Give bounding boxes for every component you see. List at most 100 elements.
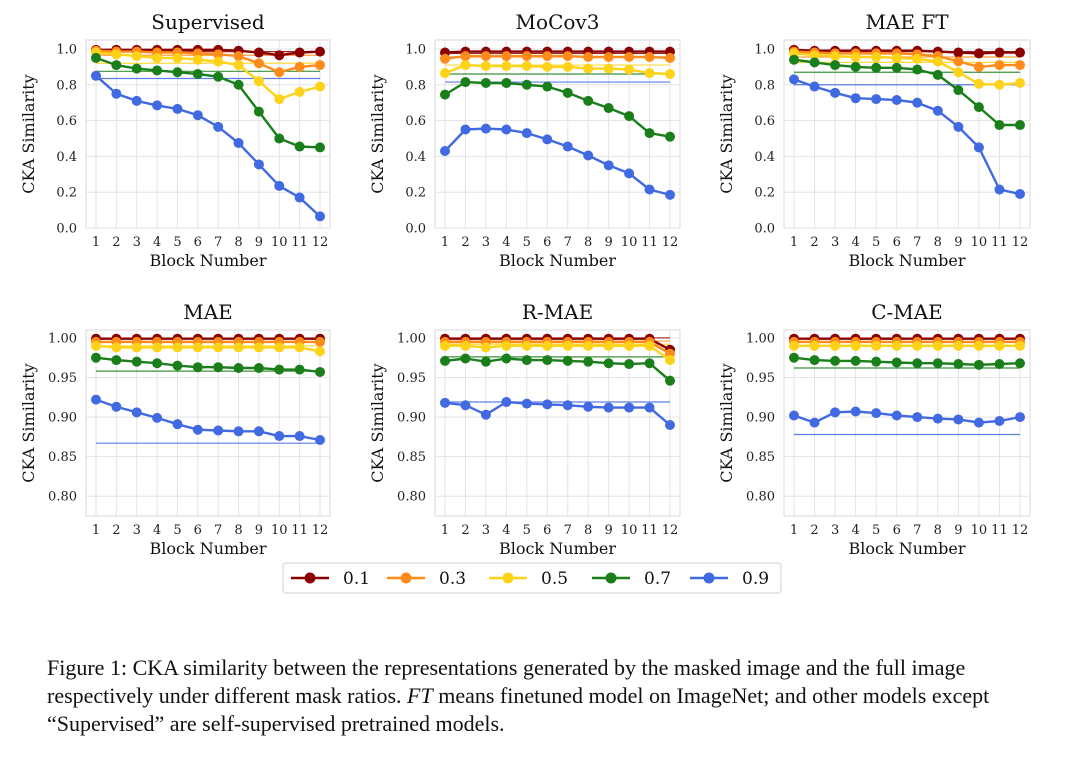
x-tick-label: 6 [893,523,901,538]
data-point-0-9 [213,425,224,436]
data-point-0-5 [850,52,861,63]
x-tick-label: 1 [441,523,449,538]
x-tick-label: 7 [913,235,921,250]
data-point-0-7 [871,62,882,73]
data-point-0-1 [315,46,325,57]
data-point-0-7 [111,60,122,71]
data-point-0-5 [192,54,203,65]
data-point-0-3 [521,51,532,62]
y-tick-label: 0.6 [754,114,775,129]
data-point-0-7 [131,63,142,74]
data-point-0-5 [253,342,264,353]
x-tick-label: 11 [991,235,1008,250]
data-point-0-7 [932,69,943,80]
data-point-0-9 [460,124,471,135]
data-point-0-5 [315,346,325,357]
data-point-0-3 [315,336,325,347]
data-point-0-9 [644,402,655,413]
data-point-0-9 [789,410,799,421]
x-tick-label: 9 [255,523,263,538]
data-point-0-9 [192,110,203,121]
y-tick-label: 0.95 [48,371,77,386]
x-tick-label: 2 [461,523,469,538]
data-point-0-9 [1015,188,1025,199]
x-axis-label: Block Number [848,251,965,270]
caption-text-2: means finetuned model on ImageNet; and o… [47,683,990,736]
data-point-0-9 [440,397,450,408]
data-point-0-9 [315,211,325,222]
chart-title: C-MAE [871,300,943,324]
x-tick-label: 11 [641,523,658,538]
data-point-0-7 [542,81,553,92]
x-tick-label: 4 [153,235,161,250]
data-point-0-5 [932,340,943,351]
data-point-0-5 [315,81,325,92]
chart-2: 1 2 3 4 5 6 7 8 9 10 11 120.00.20.40.60.81.0MoCov3B… [368,10,681,270]
data-point-0-5 [665,355,675,366]
data-point-0-7 [603,358,614,369]
data-point-0-9 [912,97,923,108]
y-tick-label: 0.90 [48,411,77,426]
y-tick-label: 0.8 [56,78,77,93]
data-point-0-7 [953,359,964,370]
data-point-0-9 [542,399,553,410]
x-tick-label: 8 [234,235,242,250]
data-point-0-7 [809,355,820,366]
data-point-0-9 [603,402,614,413]
x-tick-label: 11 [291,235,308,250]
data-point-0-9 [665,189,675,200]
x-tick-label: 7 [564,235,572,250]
data-point-0-9 [152,100,163,111]
data-point-0-5 [294,342,305,353]
data-point-0-3 [973,61,984,72]
x-tick-label: 9 [604,235,612,250]
y-tick-label: 0.0 [754,222,775,237]
data-point-0-7 [871,356,882,367]
data-point-0-5 [294,86,305,97]
data-point-0-7 [850,61,861,72]
data-point-0-5 [830,340,841,351]
x-tick-label: 12 [1012,523,1029,538]
data-point-0-9 [665,419,675,430]
data-point-0-5 [953,67,964,78]
data-point-0-7 [213,71,224,82]
data-point-0-5 [460,340,471,351]
y-tick-label: 0.2 [754,186,775,201]
data-point-0-7 [624,111,635,122]
data-point-0-7 [1015,120,1025,131]
data-point-0-3 [480,51,491,62]
y-tick-label: 0.95 [397,371,426,386]
data-point-0-5 [871,52,882,63]
data-point-0-5 [521,340,532,351]
data-point-0-5 [213,342,224,353]
data-point-0-1 [274,50,285,61]
data-point-0-7 [521,79,532,90]
legend-marker-0-1 [304,572,316,584]
data-point-0-9 [192,424,203,435]
data-point-0-7 [213,362,224,373]
data-point-0-7 [562,87,573,98]
data-point-0-9 [111,88,122,99]
data-point-0-5 [521,60,532,71]
data-point-0-5 [603,63,614,74]
y-axis-label: CKA Similarity [368,74,387,193]
data-point-0-5 [562,61,573,72]
y-tick-label: 0.2 [405,186,426,201]
data-point-0-9 [131,407,142,418]
x-tick-label: 3 [133,523,141,538]
data-point-0-3 [542,51,553,62]
x-tick-label: 5 [523,523,531,538]
data-point-0-7 [912,358,923,369]
data-point-0-9 [994,416,1005,427]
x-tick-label: 7 [214,523,222,538]
figure-charts: 1 2 3 4 5 6 7 8 9 10 11 120.00.20.40.60.81.0Supervi… [19,10,1031,594]
data-point-0-9 [809,81,820,92]
plot-area [783,329,1031,517]
series-line-0-5 [95,344,321,353]
x-tick-label: 2 [112,235,120,250]
y-tick-label: 0.80 [48,490,77,505]
data-point-0-9 [789,74,799,85]
data-point-0-7 [91,52,101,63]
data-point-0-9 [891,410,902,421]
x-tick-label: 4 [502,235,510,250]
